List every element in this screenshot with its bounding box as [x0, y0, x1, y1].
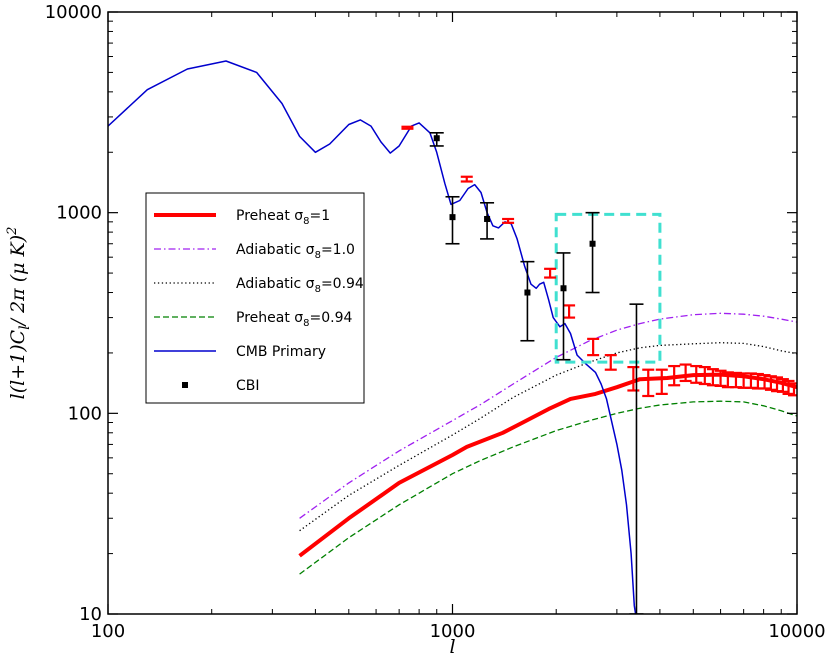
legend-entry: CBI: [182, 378, 260, 394]
legend-label-tail: =0.94: [321, 276, 364, 292]
legend-label-main: CMB Primary: [236, 344, 326, 360]
legend-label-main: Preheat σ: [236, 310, 303, 326]
legend-label-sub: 8: [303, 318, 309, 329]
legend-entry: Preheat σ8=1: [154, 208, 330, 227]
legend-label-tail: =0.94: [310, 310, 353, 326]
legend-label-sub: 8: [315, 284, 321, 295]
red-errorbar: [679, 363, 692, 383]
red-errorbar: [544, 267, 557, 279]
legend-entry: Preheat σ8=0.94: [154, 310, 353, 329]
cbi-point: [629, 303, 644, 614]
cbi-point: [585, 211, 600, 294]
legend-label-main: Preheat σ: [236, 208, 303, 224]
legend-label-sub: 8: [315, 250, 321, 261]
markers-layer: [401, 125, 797, 614]
red-errorbar: [787, 382, 797, 397]
red-errorbar: [758, 374, 771, 390]
red-errorbar: [627, 365, 640, 392]
red-errorbar: [668, 364, 681, 387]
x-tick-label: 100: [91, 621, 125, 642]
y-axis-label-sub: l: [17, 325, 33, 329]
y-axis-label-mid: / 2π (μ K): [7, 235, 29, 327]
y-tick-label: 10000: [45, 2, 102, 23]
legend-entry: Adiabatic σ8=1.0: [154, 242, 355, 261]
legend-label: CMB Primary: [236, 344, 326, 360]
legend-label: Preheat σ8=0.94: [236, 310, 353, 329]
y-axis-label-sup: 2: [5, 227, 20, 236]
red-errorbar: [563, 304, 576, 319]
x-tick-label: 10000: [768, 621, 825, 642]
y-tick-label: 1000: [56, 203, 102, 224]
cbi-point: [520, 260, 535, 342]
cbi-point: [445, 195, 460, 245]
red-errorbar: [698, 365, 711, 386]
legend-label: Preheat σ8=1: [236, 208, 330, 227]
red-errorbar: [587, 337, 600, 357]
red-errorbar: [714, 369, 727, 387]
red-errorbar: [401, 125, 414, 130]
series-line-adiabatic094: [299, 342, 797, 532]
y-axis-label-main: l(l+1)C: [7, 329, 29, 399]
legend-label: Adiabatic σ8=0.94: [236, 276, 364, 295]
red-errorbar: [642, 368, 655, 398]
series-line-preheat094: [299, 400, 797, 575]
legend-box: [145, 192, 365, 404]
legend-entry: CMB Primary: [154, 344, 326, 360]
legend-label: CBI: [236, 378, 260, 394]
legend-label-main: Adiabatic σ: [236, 242, 315, 258]
legend-swatch: [182, 382, 188, 388]
red-errorbar: [655, 368, 668, 395]
x-tick-label: 1000: [430, 621, 476, 642]
legend-entry: Adiabatic σ8=0.94: [154, 276, 364, 295]
cbi-point: [429, 132, 444, 147]
red-errorbar: [502, 217, 515, 224]
red-errorbar: [764, 375, 777, 391]
series-line-adiabatic1: [299, 312, 797, 519]
legend-label-main: Adiabatic σ: [236, 276, 315, 292]
y-axis-label: l(l+1)Cl/ 2π (μ K)2: [5, 227, 33, 400]
cbi-point: [556, 252, 571, 361]
red-errorbar: [604, 354, 617, 371]
highlight-box: [554, 212, 662, 364]
y-tick-label: 100: [68, 403, 102, 424]
x-axis-label: l: [449, 636, 455, 658]
legend-label: Adiabatic σ8=1.0: [236, 242, 355, 261]
y-tick-label: 10: [79, 604, 102, 625]
red-errorbar: [460, 175, 473, 183]
legend-label-sub: 8: [303, 216, 309, 227]
legend-label-tail: =1.0: [321, 242, 355, 258]
cbi-point: [480, 201, 495, 240]
legend-label-tail: =1: [310, 208, 331, 224]
series-line-preheat1: [298, 372, 797, 558]
